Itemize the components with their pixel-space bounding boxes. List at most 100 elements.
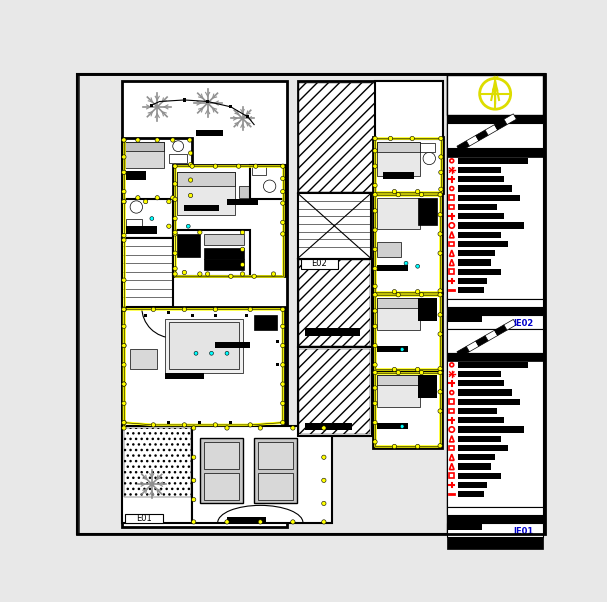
Bar — [126, 226, 157, 234]
Bar — [458, 408, 497, 414]
Circle shape — [438, 367, 443, 371]
Bar — [258, 473, 293, 500]
Bar — [276, 340, 279, 343]
Bar — [378, 375, 420, 407]
Circle shape — [373, 362, 377, 367]
Circle shape — [188, 193, 193, 197]
Bar — [297, 259, 372, 347]
Circle shape — [373, 324, 377, 329]
Bar — [447, 149, 543, 299]
Bar — [177, 172, 235, 215]
Circle shape — [188, 151, 193, 155]
Circle shape — [322, 520, 326, 524]
Circle shape — [122, 426, 126, 430]
Bar — [177, 172, 235, 186]
Circle shape — [419, 293, 424, 297]
Bar — [458, 445, 508, 451]
Circle shape — [258, 426, 262, 430]
Text: N: N — [492, 74, 498, 80]
Bar — [447, 507, 543, 515]
Bar — [297, 347, 372, 436]
Bar — [250, 164, 285, 199]
Circle shape — [167, 199, 171, 203]
Circle shape — [322, 455, 326, 459]
Bar — [227, 517, 266, 523]
Bar — [458, 278, 487, 284]
Polygon shape — [504, 114, 517, 125]
Circle shape — [173, 216, 177, 221]
Circle shape — [155, 196, 160, 200]
Circle shape — [229, 274, 233, 279]
Bar — [458, 176, 504, 182]
Circle shape — [122, 190, 126, 194]
Bar — [458, 241, 508, 247]
Circle shape — [373, 183, 377, 188]
Circle shape — [122, 307, 126, 312]
Circle shape — [280, 343, 285, 348]
Circle shape — [392, 290, 396, 294]
Circle shape — [213, 307, 217, 312]
Circle shape — [373, 149, 377, 153]
Circle shape — [194, 352, 198, 355]
Circle shape — [173, 141, 183, 152]
Bar — [183, 98, 186, 102]
Circle shape — [373, 386, 377, 390]
Bar — [447, 307, 543, 315]
Bar — [447, 149, 543, 157]
Circle shape — [373, 247, 377, 252]
Circle shape — [258, 520, 262, 524]
Circle shape — [190, 164, 194, 169]
Circle shape — [423, 152, 435, 164]
Bar — [373, 193, 442, 293]
Bar — [449, 196, 454, 200]
Circle shape — [263, 180, 276, 193]
Circle shape — [191, 520, 196, 524]
Bar — [420, 143, 435, 152]
Circle shape — [280, 232, 285, 236]
Circle shape — [188, 178, 193, 182]
Circle shape — [373, 193, 377, 197]
Bar — [299, 83, 440, 191]
Circle shape — [392, 190, 396, 194]
Circle shape — [373, 284, 377, 288]
Circle shape — [373, 209, 377, 213]
Bar — [204, 248, 244, 259]
Bar — [126, 141, 164, 169]
Bar — [458, 287, 484, 293]
Bar — [449, 269, 454, 274]
Circle shape — [173, 267, 177, 271]
Circle shape — [322, 426, 326, 430]
Circle shape — [130, 201, 143, 213]
Bar — [449, 473, 454, 478]
Bar — [458, 464, 490, 470]
Bar — [214, 314, 217, 317]
Circle shape — [191, 426, 196, 430]
Bar — [305, 423, 352, 430]
Circle shape — [182, 423, 186, 427]
Bar — [206, 100, 209, 103]
Circle shape — [438, 213, 443, 217]
Circle shape — [122, 324, 126, 329]
Bar — [192, 426, 331, 523]
Circle shape — [410, 136, 415, 141]
Bar — [458, 380, 504, 386]
Bar — [458, 371, 501, 377]
Circle shape — [373, 370, 377, 374]
Bar — [123, 138, 192, 199]
Bar — [418, 298, 437, 321]
Bar — [204, 473, 239, 500]
Bar — [458, 222, 524, 229]
Circle shape — [248, 423, 253, 427]
Circle shape — [438, 389, 443, 394]
Circle shape — [280, 201, 285, 205]
Circle shape — [155, 138, 160, 142]
Circle shape — [439, 155, 443, 159]
Bar — [458, 268, 501, 275]
Bar — [378, 265, 409, 271]
Bar — [449, 445, 454, 450]
Polygon shape — [476, 335, 488, 346]
Circle shape — [122, 199, 126, 203]
Bar — [378, 197, 420, 229]
Bar — [447, 329, 543, 353]
Bar — [229, 105, 232, 108]
